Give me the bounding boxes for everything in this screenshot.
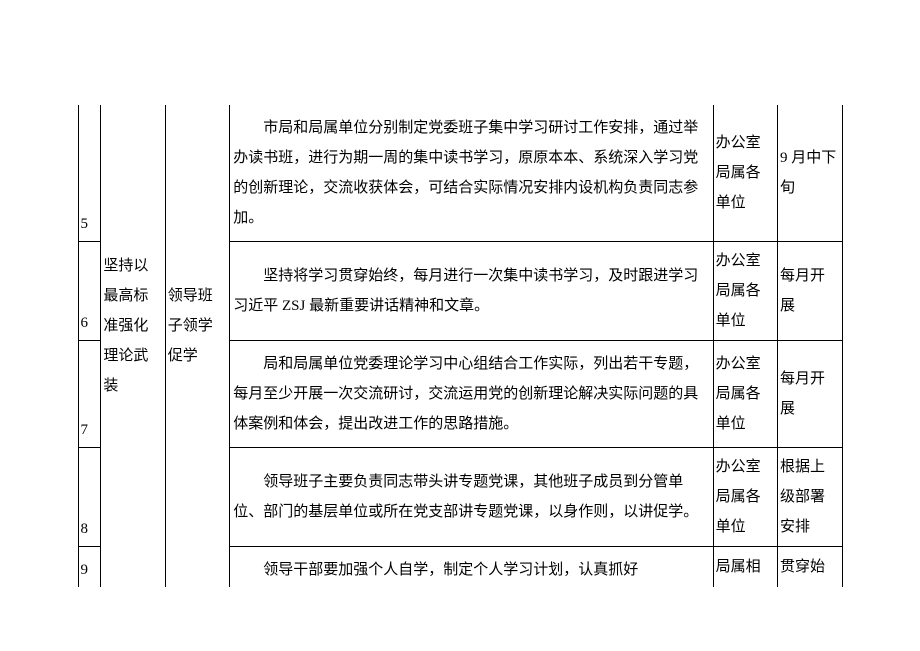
row-index: 7 <box>78 341 101 448</box>
subcategory-cell-cont <box>165 547 229 588</box>
row-index: 6 <box>78 242 101 341</box>
dept-cell: 办公室局属各单位 <box>713 242 777 341</box>
subcategory-cell: 领导班子领学促学 <box>165 105 229 547</box>
dept-cell: 局属相 <box>713 547 777 588</box>
category-cell: 坚持以最高标准强化理论武装 <box>101 105 165 547</box>
category-cell-cont <box>101 547 165 588</box>
dept-cell: 办公室局属各单位 <box>713 448 777 547</box>
time-cell: 每月开展 <box>778 341 842 448</box>
content-cell: 局和局属单位党委理论学习中心组结合工作实际，列出若干专题，每月至少开展一次交流研… <box>230 341 713 448</box>
content-cell: 市局和局属单位分别制定党委班子集中学习研讨工作安排，通过举办读书班，进行为期一周… <box>230 105 713 242</box>
time-cell: 每月开展 <box>778 242 842 341</box>
schedule-table-container: 5 坚持以最高标准强化理论武装 领导班子领学促学 市局和局属单位分别制定党委班子… <box>78 105 843 587</box>
content-cell: 领导班子主要负责同志带头讲专题党课，其他班子成员到分管单位、部门的基层单位或所在… <box>230 448 713 547</box>
time-cell: 根据上级部署安排 <box>778 448 842 547</box>
time-cell: 贯穿始 <box>778 547 842 588</box>
content-cell: 坚持将学习贯穿始终，每月进行一次集中读书学习，及时跟进学习习近平 ZSJ 最新重… <box>230 242 713 341</box>
row-index: 5 <box>78 105 101 242</box>
dept-cell: 办公室局属各单位 <box>713 105 777 242</box>
time-cell: 9 月中下旬 <box>778 105 842 242</box>
table-row: 5 坚持以最高标准强化理论武装 领导班子领学促学 市局和局属单位分别制定党委班子… <box>78 105 842 242</box>
dept-cell: 办公室局属各单位 <box>713 341 777 448</box>
schedule-table: 5 坚持以最高标准强化理论武装 领导班子领学促学 市局和局属单位分别制定党委班子… <box>78 105 843 587</box>
row-index: 9 <box>78 547 101 588</box>
content-cell: 领导干部要加强个人自学，制定个人学习计划，认真抓好 <box>230 547 713 588</box>
table-row: 9 领导干部要加强个人自学，制定个人学习计划，认真抓好 局属相 贯穿始 <box>78 547 842 588</box>
row-index: 8 <box>78 448 101 547</box>
